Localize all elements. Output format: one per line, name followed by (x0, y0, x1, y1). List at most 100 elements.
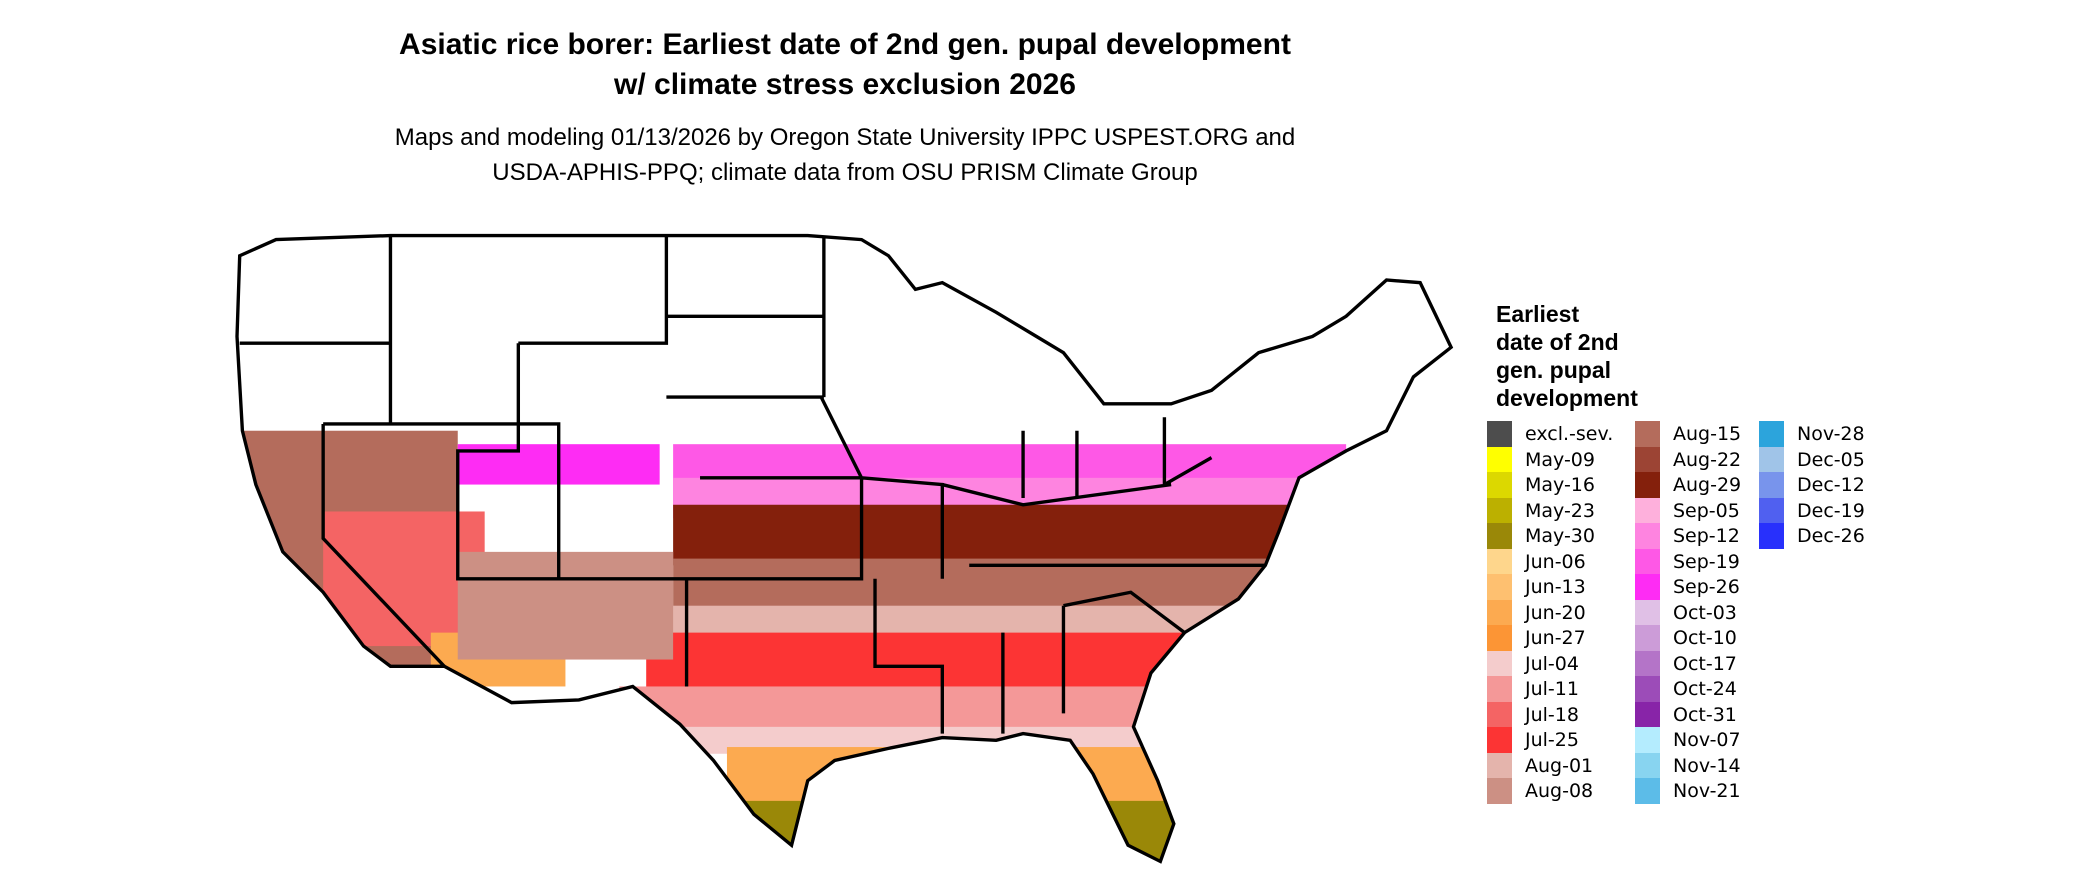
legend-label: Dec-12 (1797, 474, 1865, 496)
legend-title-line: development (1496, 385, 1638, 411)
legend-swatch (1635, 548, 1660, 575)
legend-label: Jul-11 (1525, 678, 1579, 700)
legend-swatch (1487, 599, 1512, 626)
legend-title-line: gen. pupal (1496, 357, 1611, 383)
development-date-bands (237, 235, 1452, 862)
legend-item: May-23 (1487, 497, 1595, 524)
legend-label: May-16 (1525, 474, 1595, 496)
legend-label: Oct-17 (1673, 652, 1737, 675)
legend-swatch (1759, 446, 1784, 473)
legend-label: Oct-03 (1673, 601, 1737, 624)
band-jul-25 (646, 632, 1266, 694)
legend-swatch (1487, 497, 1512, 524)
map-subtitle-line1: Maps and modeling 01/13/2026 by Oregon S… (394, 124, 1296, 151)
map-title-line2: w/ climate stress exclusion 2026 (614, 68, 1076, 101)
legend-label: Sep-26 (1673, 576, 1740, 598)
legend-swatch (1487, 446, 1512, 473)
legend-item: Oct-31 (1635, 701, 1737, 728)
legend-swatch (1487, 727, 1512, 753)
legend-item: Jun-20 (1487, 599, 1586, 626)
legend-swatch (1487, 421, 1512, 447)
legend-item: May-30 (1487, 523, 1595, 549)
legend-swatch (1487, 472, 1512, 498)
legend-swatch (1487, 676, 1512, 702)
legend-item: Oct-03 (1635, 599, 1737, 626)
legend-item: Oct-17 (1635, 650, 1737, 677)
legend-item: Jun-06 (1487, 548, 1586, 575)
legend-item: Aug-08 (1487, 778, 1593, 804)
legend-item: Nov-07 (1635, 727, 1741, 753)
legend-item: Dec-12 (1759, 472, 1865, 498)
legend-item: Oct-10 (1635, 625, 1737, 651)
legend-item: Sep-26 (1635, 574, 1740, 600)
legend-swatch (1759, 421, 1784, 447)
legend-label: May-09 (1525, 448, 1595, 471)
legend-label: Dec-05 (1797, 448, 1865, 471)
legend-label: Oct-24 (1673, 678, 1737, 700)
legend-item: Aug-29 (1635, 472, 1741, 498)
legend-swatch (1759, 497, 1784, 524)
legend-swatch (1487, 574, 1512, 600)
band-aug-15 (673, 558, 1279, 613)
legend-label: Sep-19 (1673, 550, 1740, 573)
legend-label: Nov-07 (1673, 729, 1741, 751)
legend-swatch (1487, 752, 1512, 779)
legend-title: Earliest date of 2nd gen. pupal developm… (1496, 300, 1696, 412)
legend-swatch (1759, 472, 1784, 498)
legend-label: Aug-22 (1673, 448, 1742, 471)
legend-label: Jun-27 (1525, 627, 1586, 649)
legend-item: Jul-25 (1487, 727, 1579, 753)
legend-swatch (1487, 625, 1512, 651)
legend-label: Dec-19 (1797, 499, 1865, 522)
legend-swatch (1759, 523, 1784, 549)
legend-swatch (1635, 574, 1660, 600)
legend-item: Aug-22 (1635, 446, 1742, 473)
legend-label: Nov-28 (1797, 423, 1865, 445)
legend-swatch (1635, 778, 1660, 804)
legend-swatch (1635, 727, 1660, 753)
map-subtitle-line2: USDA-APHIS-PPQ; climate data from OSU PR… (492, 159, 1198, 186)
legend-swatch (1487, 548, 1512, 575)
legend-item: Dec-19 (1759, 497, 1865, 524)
legend-label: Aug-08 (1525, 780, 1594, 802)
map-title-line1: Asiatic rice borer: Earliest date of 2nd… (399, 28, 1291, 61)
legend-label: Jul-25 (1525, 729, 1579, 751)
legend-label: May-23 (1525, 499, 1595, 522)
legend-swatch (1635, 752, 1660, 779)
legend-item: May-16 (1487, 472, 1595, 498)
state-boundaries (235, 233, 1453, 864)
legend-item: Jul-04 (1487, 650, 1579, 677)
legend-item: Nov-28 (1759, 421, 1865, 447)
legend-label: Aug-29 (1673, 474, 1742, 496)
legend-item: Jul-18 (1487, 701, 1579, 728)
legend-label: Sep-05 (1673, 499, 1740, 522)
legend-item: Jul-11 (1487, 676, 1579, 702)
legend-item: Sep-19 (1635, 548, 1740, 575)
legend-label: Sep-12 (1673, 525, 1740, 547)
legend-swatch (1635, 650, 1660, 677)
legend-item: Sep-12 (1635, 523, 1740, 549)
legend-item: Jun-27 (1487, 625, 1586, 651)
legend-item: May-09 (1487, 446, 1595, 473)
legend-label: Jun-20 (1525, 601, 1586, 624)
legend-swatch (1635, 421, 1660, 447)
legend-title-line: Earliest (1496, 301, 1580, 327)
legend-item: Aug-01 (1487, 752, 1593, 779)
legend-label: Nov-14 (1673, 754, 1741, 777)
legend-label: Nov-21 (1673, 780, 1741, 802)
legend-item: Sep-05 (1635, 497, 1740, 524)
legend-item: Nov-14 (1635, 752, 1741, 779)
legend-swatch (1635, 599, 1660, 626)
legend-label: Jul-18 (1525, 703, 1579, 726)
legend-swatch (1487, 650, 1512, 677)
legend-swatch (1487, 778, 1512, 804)
legend-swatch (1635, 472, 1660, 498)
band-aug-29 (673, 504, 1320, 566)
legend-item: Dec-26 (1759, 523, 1865, 549)
legend-label: Aug-15 (1673, 423, 1742, 445)
legend-title-line: date of 2nd (1496, 329, 1619, 355)
legend-swatch (1635, 497, 1660, 524)
legend-label: excl.-sev. (1525, 423, 1614, 445)
legend-label: Jun-06 (1525, 550, 1586, 573)
